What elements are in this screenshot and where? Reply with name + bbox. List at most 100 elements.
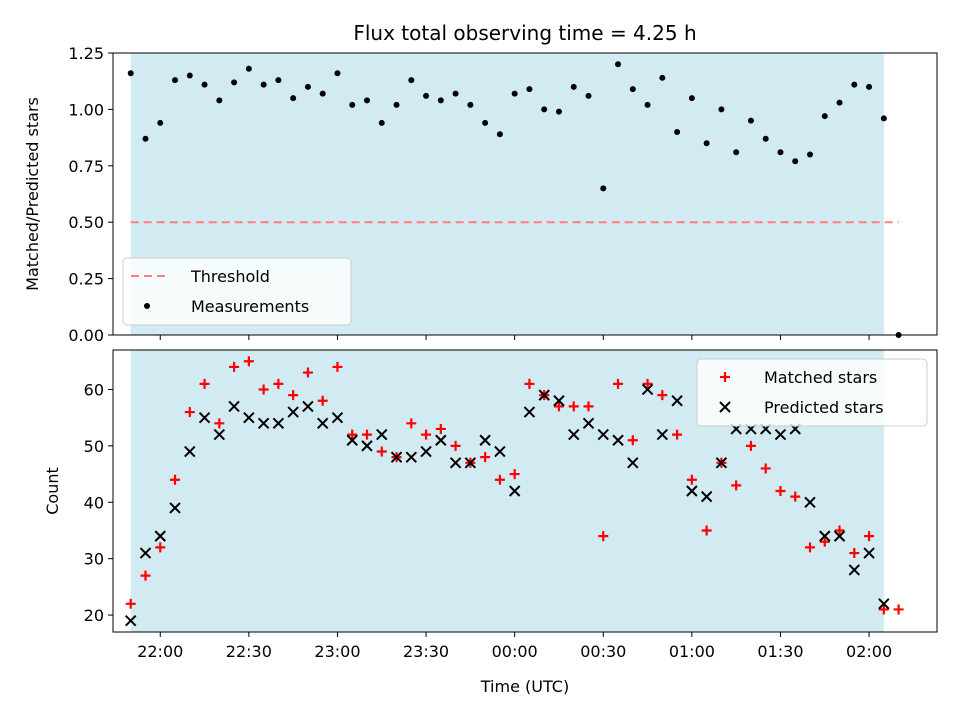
measurement-point xyxy=(186,72,193,79)
y-tick-label: 0.25 xyxy=(68,270,104,289)
matched-star-point xyxy=(421,429,432,440)
predicted-star-point xyxy=(597,428,609,441)
matched-star-point xyxy=(155,542,166,553)
predicted-star-point xyxy=(228,400,240,413)
x-tick-label: 22:00 xyxy=(137,642,183,661)
predicted-star-point xyxy=(538,389,550,401)
matched-star-point xyxy=(229,361,240,372)
y-axis-label: Matched/Predicted stars xyxy=(23,97,42,291)
measurement-point xyxy=(674,128,681,135)
matched-star-point xyxy=(657,390,668,401)
matched-star-point xyxy=(243,356,254,367)
measurement-point xyxy=(423,92,430,99)
y-tick-label: 1.00 xyxy=(68,100,104,119)
predicted-star-point xyxy=(287,406,299,418)
top-panel: 0.00 0.25 0.50 0.75 1.00 1.25 Matched/Predicte… xyxy=(23,44,938,345)
predicted-star-point xyxy=(154,530,166,542)
predicted-star-point xyxy=(494,445,506,458)
axes-frame xyxy=(112,52,938,336)
predicted-star-point xyxy=(464,457,477,469)
x-tick-label: 22:30 xyxy=(226,642,272,661)
x-tick-label: 01:30 xyxy=(757,642,803,661)
legend-predicted-swatch xyxy=(719,401,731,413)
legend-label: Measurements xyxy=(191,297,309,316)
y-tick-label: 1.25 xyxy=(68,44,104,63)
matched-star-point xyxy=(627,435,638,446)
legend: Matched stars Predicted stars xyxy=(696,358,928,427)
axes-frame xyxy=(112,349,938,633)
predicted-star-point xyxy=(833,530,846,542)
predicted-star-point xyxy=(700,490,713,503)
y-tick-label: 0.75 xyxy=(68,157,104,176)
measurement-point xyxy=(747,117,754,124)
measurement-point xyxy=(777,149,784,156)
predicted-star-point xyxy=(376,428,388,441)
measurement-point xyxy=(290,95,297,102)
measurement-point xyxy=(629,86,636,93)
matched-star-point xyxy=(819,536,830,547)
predicted-star-point xyxy=(686,485,698,497)
measurement-point xyxy=(600,185,607,192)
measurement-point xyxy=(260,81,267,88)
measurement-point xyxy=(157,119,164,126)
matched-star-point xyxy=(199,378,210,389)
predicted-star-point xyxy=(449,457,462,469)
measurement-point xyxy=(866,83,873,90)
matched-star-point xyxy=(893,604,904,615)
measurement-point xyxy=(231,79,238,86)
matched-star-point xyxy=(745,440,756,451)
measurement-point xyxy=(821,113,828,120)
legend-matched-swatch xyxy=(720,372,730,382)
matched-star-point xyxy=(494,474,505,485)
chart-title: Flux total observing time = 4.25 h xyxy=(353,21,696,45)
x-tick-label: 00:00 xyxy=(492,642,538,661)
predicted-star-point xyxy=(435,434,447,446)
matched-star-point xyxy=(672,429,683,440)
predicted-star-point xyxy=(198,411,211,424)
measurement-point xyxy=(127,70,134,77)
predicted-star-point xyxy=(878,598,890,610)
predicted-star-point xyxy=(361,440,373,452)
measurement-point xyxy=(792,158,799,165)
predicted-star-point xyxy=(272,417,285,430)
legend: Threshold Measurements xyxy=(122,257,352,326)
matched-star-point xyxy=(864,531,875,542)
matched-star-point xyxy=(598,531,609,542)
measurement-point xyxy=(570,83,577,90)
measurement-point xyxy=(172,77,179,84)
matched-star-point xyxy=(170,474,181,485)
measurement-point xyxy=(142,135,149,142)
x-tick-label: 01:00 xyxy=(669,642,715,661)
measurement-point xyxy=(541,106,548,113)
predicted-star-point xyxy=(656,428,669,441)
bottom-panel: 20 30 40 50 60 22:00 22:30 23:00 23:30 00:00 00:30… xyxy=(43,349,938,661)
predicted-star-point xyxy=(641,383,654,396)
measurement-point xyxy=(762,135,769,142)
predicted-star-point xyxy=(125,615,137,627)
measurement-point xyxy=(688,95,695,102)
legend-box xyxy=(696,358,928,427)
measurement-point xyxy=(718,106,725,113)
predicted-star-point xyxy=(612,434,624,446)
predicted-star-point xyxy=(774,428,787,441)
x-axis-label: Time (UTC) xyxy=(480,677,569,696)
measurement-point xyxy=(452,90,459,97)
matched-star-point xyxy=(258,384,269,395)
matched-star-point xyxy=(125,598,136,609)
legend-label: Predicted stars xyxy=(764,398,884,417)
predicted-star-point xyxy=(568,428,580,441)
measurement-point xyxy=(245,65,252,72)
matched-star-point xyxy=(273,378,284,389)
predicted-star-point xyxy=(331,411,344,424)
matched-star-point xyxy=(878,604,889,615)
matched-star-point xyxy=(613,378,624,389)
legend-box xyxy=(122,257,352,326)
predicted-star-point xyxy=(671,395,683,407)
predicted-star-point xyxy=(243,411,255,424)
predicted-star-point xyxy=(316,417,329,430)
matched-star-point xyxy=(302,367,313,378)
matched-star-point xyxy=(332,361,343,372)
predicted-star-point xyxy=(405,451,418,463)
matched-star-point xyxy=(214,418,225,429)
